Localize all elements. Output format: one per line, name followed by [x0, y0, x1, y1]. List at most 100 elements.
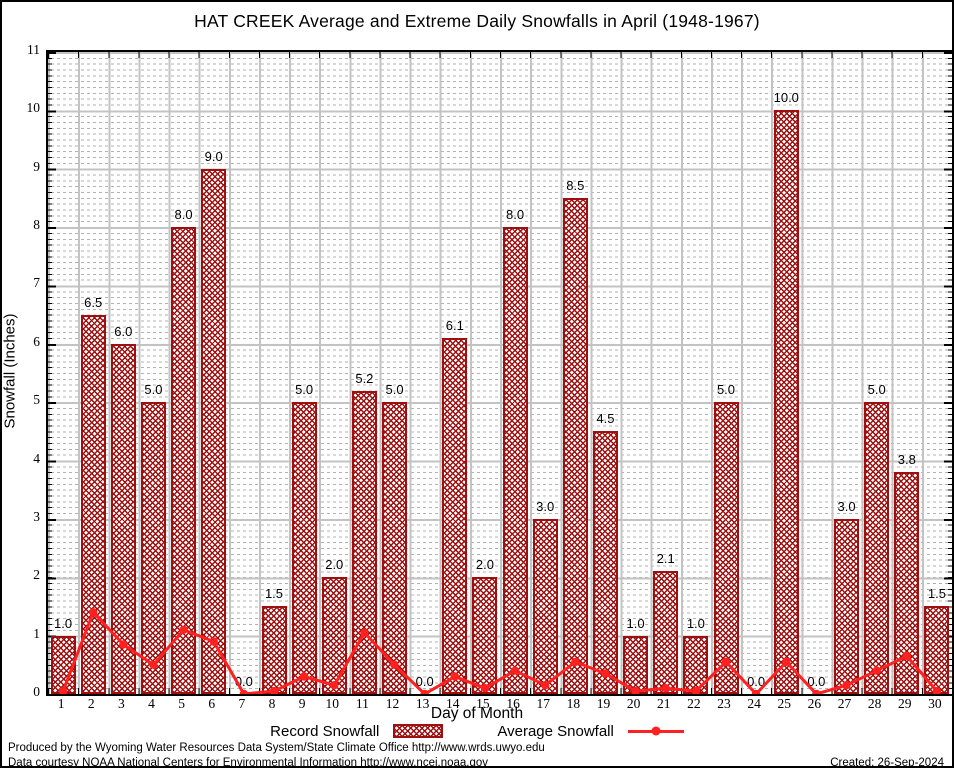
bar-value-label: 10.0 [773, 90, 799, 106]
x-tick-label: 30 [928, 696, 942, 711]
x-tick-label: 17 [536, 696, 550, 711]
record-snowfall-bar [653, 571, 679, 694]
average-data-point-marker [751, 689, 761, 694]
bar-value-label: 3.0 [837, 498, 856, 514]
x-tick-label: 7 [238, 696, 246, 711]
y-tick-label: 1 [33, 625, 40, 641]
x-tick-label: 10 [325, 696, 340, 711]
legend-record-label: Record Snowfall [270, 722, 380, 740]
bar-value-label: 5.0 [867, 382, 886, 398]
record-snowfall-bar [894, 472, 920, 694]
x-tick-label: 5 [178, 696, 185, 711]
bar-value-label: 1.0 [686, 615, 705, 631]
bar-value-label: 1.0 [54, 615, 73, 631]
bar-value-label: 8.0 [174, 207, 193, 223]
footer-data-courtesy: Data courtesy NOAA National Centers for … [8, 757, 489, 768]
y-tick-label: 5 [33, 392, 40, 408]
x-tick-label: 22 [687, 696, 701, 711]
x-tick-label: 28 [867, 696, 882, 711]
x-tick-label: 26 [807, 696, 822, 711]
footer-produced-by: Produced by the Wyoming Water Resources … [8, 742, 545, 754]
x-tick-label: 24 [747, 696, 761, 711]
average-snowfall-swatch-icon [627, 729, 684, 733]
record-snowfall-bar [623, 635, 649, 694]
x-tick-label: 1 [57, 696, 65, 711]
bar-value-label: 2.0 [475, 557, 494, 573]
record-snowfall-bar [864, 402, 890, 694]
x-tick-label: 9 [298, 696, 306, 711]
average-data-point-marker [239, 689, 249, 694]
bar-value-label: 4.5 [596, 411, 615, 427]
legend-average-label: Average Snowfall [497, 722, 614, 740]
x-tick-label: 16 [506, 696, 520, 711]
y-axis-title: Snowfall (Inches) [1, 313, 19, 429]
record-snowfall-bar [140, 402, 166, 694]
x-tick-label: 25 [777, 696, 792, 711]
record-snowfall-bar [80, 314, 106, 694]
y-tick-label: 3 [33, 508, 40, 524]
record-snowfall-bar [834, 518, 860, 694]
chart-legend: Record Snowfall Average Snowfall [2, 722, 952, 740]
y-tick-label: 9 [33, 158, 40, 174]
bar-value-label: 5.0 [295, 382, 314, 398]
x-tick-label: 8 [268, 696, 276, 711]
bar-value-label: 5.0 [716, 382, 736, 398]
average-data-point-marker [812, 689, 821, 694]
x-tick-label: 15 [476, 696, 490, 711]
bar-value-label: 5.0 [385, 382, 404, 398]
y-tick-label: 10 [26, 100, 41, 116]
y-axis-minor-ticks-left [48, 52, 52, 694]
bar-value-label: 1.0 [626, 615, 645, 631]
x-tick-label: 29 [898, 696, 912, 711]
bar-value-label: 0.0 [234, 674, 253, 689]
y-tick-label: 2 [33, 567, 40, 583]
average-data-point-marker [420, 689, 429, 694]
x-tick-label: 6 [208, 696, 216, 711]
x-tick-label: 21 [656, 696, 671, 711]
record-snowfall-bar [171, 227, 197, 694]
bar-value-label: 2.0 [325, 557, 344, 573]
bar-value-label: 1.5 [264, 586, 284, 602]
bar-value-label: 9.0 [204, 148, 223, 164]
bar-value-label: 0.0 [747, 674, 766, 689]
footer-created-date: Created: 26-Sep-2024 [830, 757, 944, 768]
record-snowfall-swatch-icon [393, 724, 444, 738]
record-snowfall-bar [924, 606, 950, 694]
record-snowfall-bar [683, 635, 709, 694]
x-tick-label: 12 [385, 696, 400, 711]
x-axis-title: Day of Month [430, 705, 524, 722]
x-tick-label: 23 [717, 696, 731, 711]
record-snowfall-bar [532, 518, 558, 694]
record-snowfall-bar [713, 402, 739, 694]
record-snowfall-bar [502, 227, 528, 694]
bar-value-label: 5.2 [355, 370, 374, 386]
x-tick-label: 11 [355, 696, 369, 711]
x-tick-label: 20 [626, 696, 641, 711]
bar-value-label: 6.5 [84, 294, 103, 310]
x-tick-label: 18 [566, 696, 581, 711]
x-tick-label: 27 [837, 696, 852, 711]
y-tick-label: 0 [33, 684, 40, 699]
x-axis-ticks-top [48, 52, 952, 58]
bar-value-label: 0.0 [807, 674, 826, 689]
bar-value-label: 8.0 [506, 207, 525, 223]
x-tick-label: 19 [596, 696, 611, 711]
record-snowfall-bar [321, 577, 347, 694]
record-snowfall-bar [201, 168, 227, 694]
bar-value-label: 0.0 [415, 674, 434, 689]
bar-value-label: 3.8 [897, 452, 916, 468]
record-snowfall-bar [442, 337, 468, 694]
bar-value-label: 8.5 [566, 177, 585, 193]
record-snowfall-bar [291, 402, 317, 694]
x-tick-label: 4 [148, 696, 155, 711]
bar-value-label: 1.5 [927, 586, 946, 602]
plot-area: 1.0 6.5 6.0 5.0 8.0 9.0 0.0 1.5 5.0 2.0 5.2 5.0 0.0 6… [46, 50, 952, 696]
record-snowfall-bar [773, 110, 799, 694]
y-axis-major-ticks-left [48, 52, 56, 694]
x-tick-label: 13 [415, 696, 430, 711]
y-tick-label: 6 [33, 333, 40, 349]
y-tick-label: 11 [27, 42, 40, 57]
bar-value-label: 5.0 [144, 382, 163, 398]
x-tick-label: 3 [117, 696, 125, 711]
